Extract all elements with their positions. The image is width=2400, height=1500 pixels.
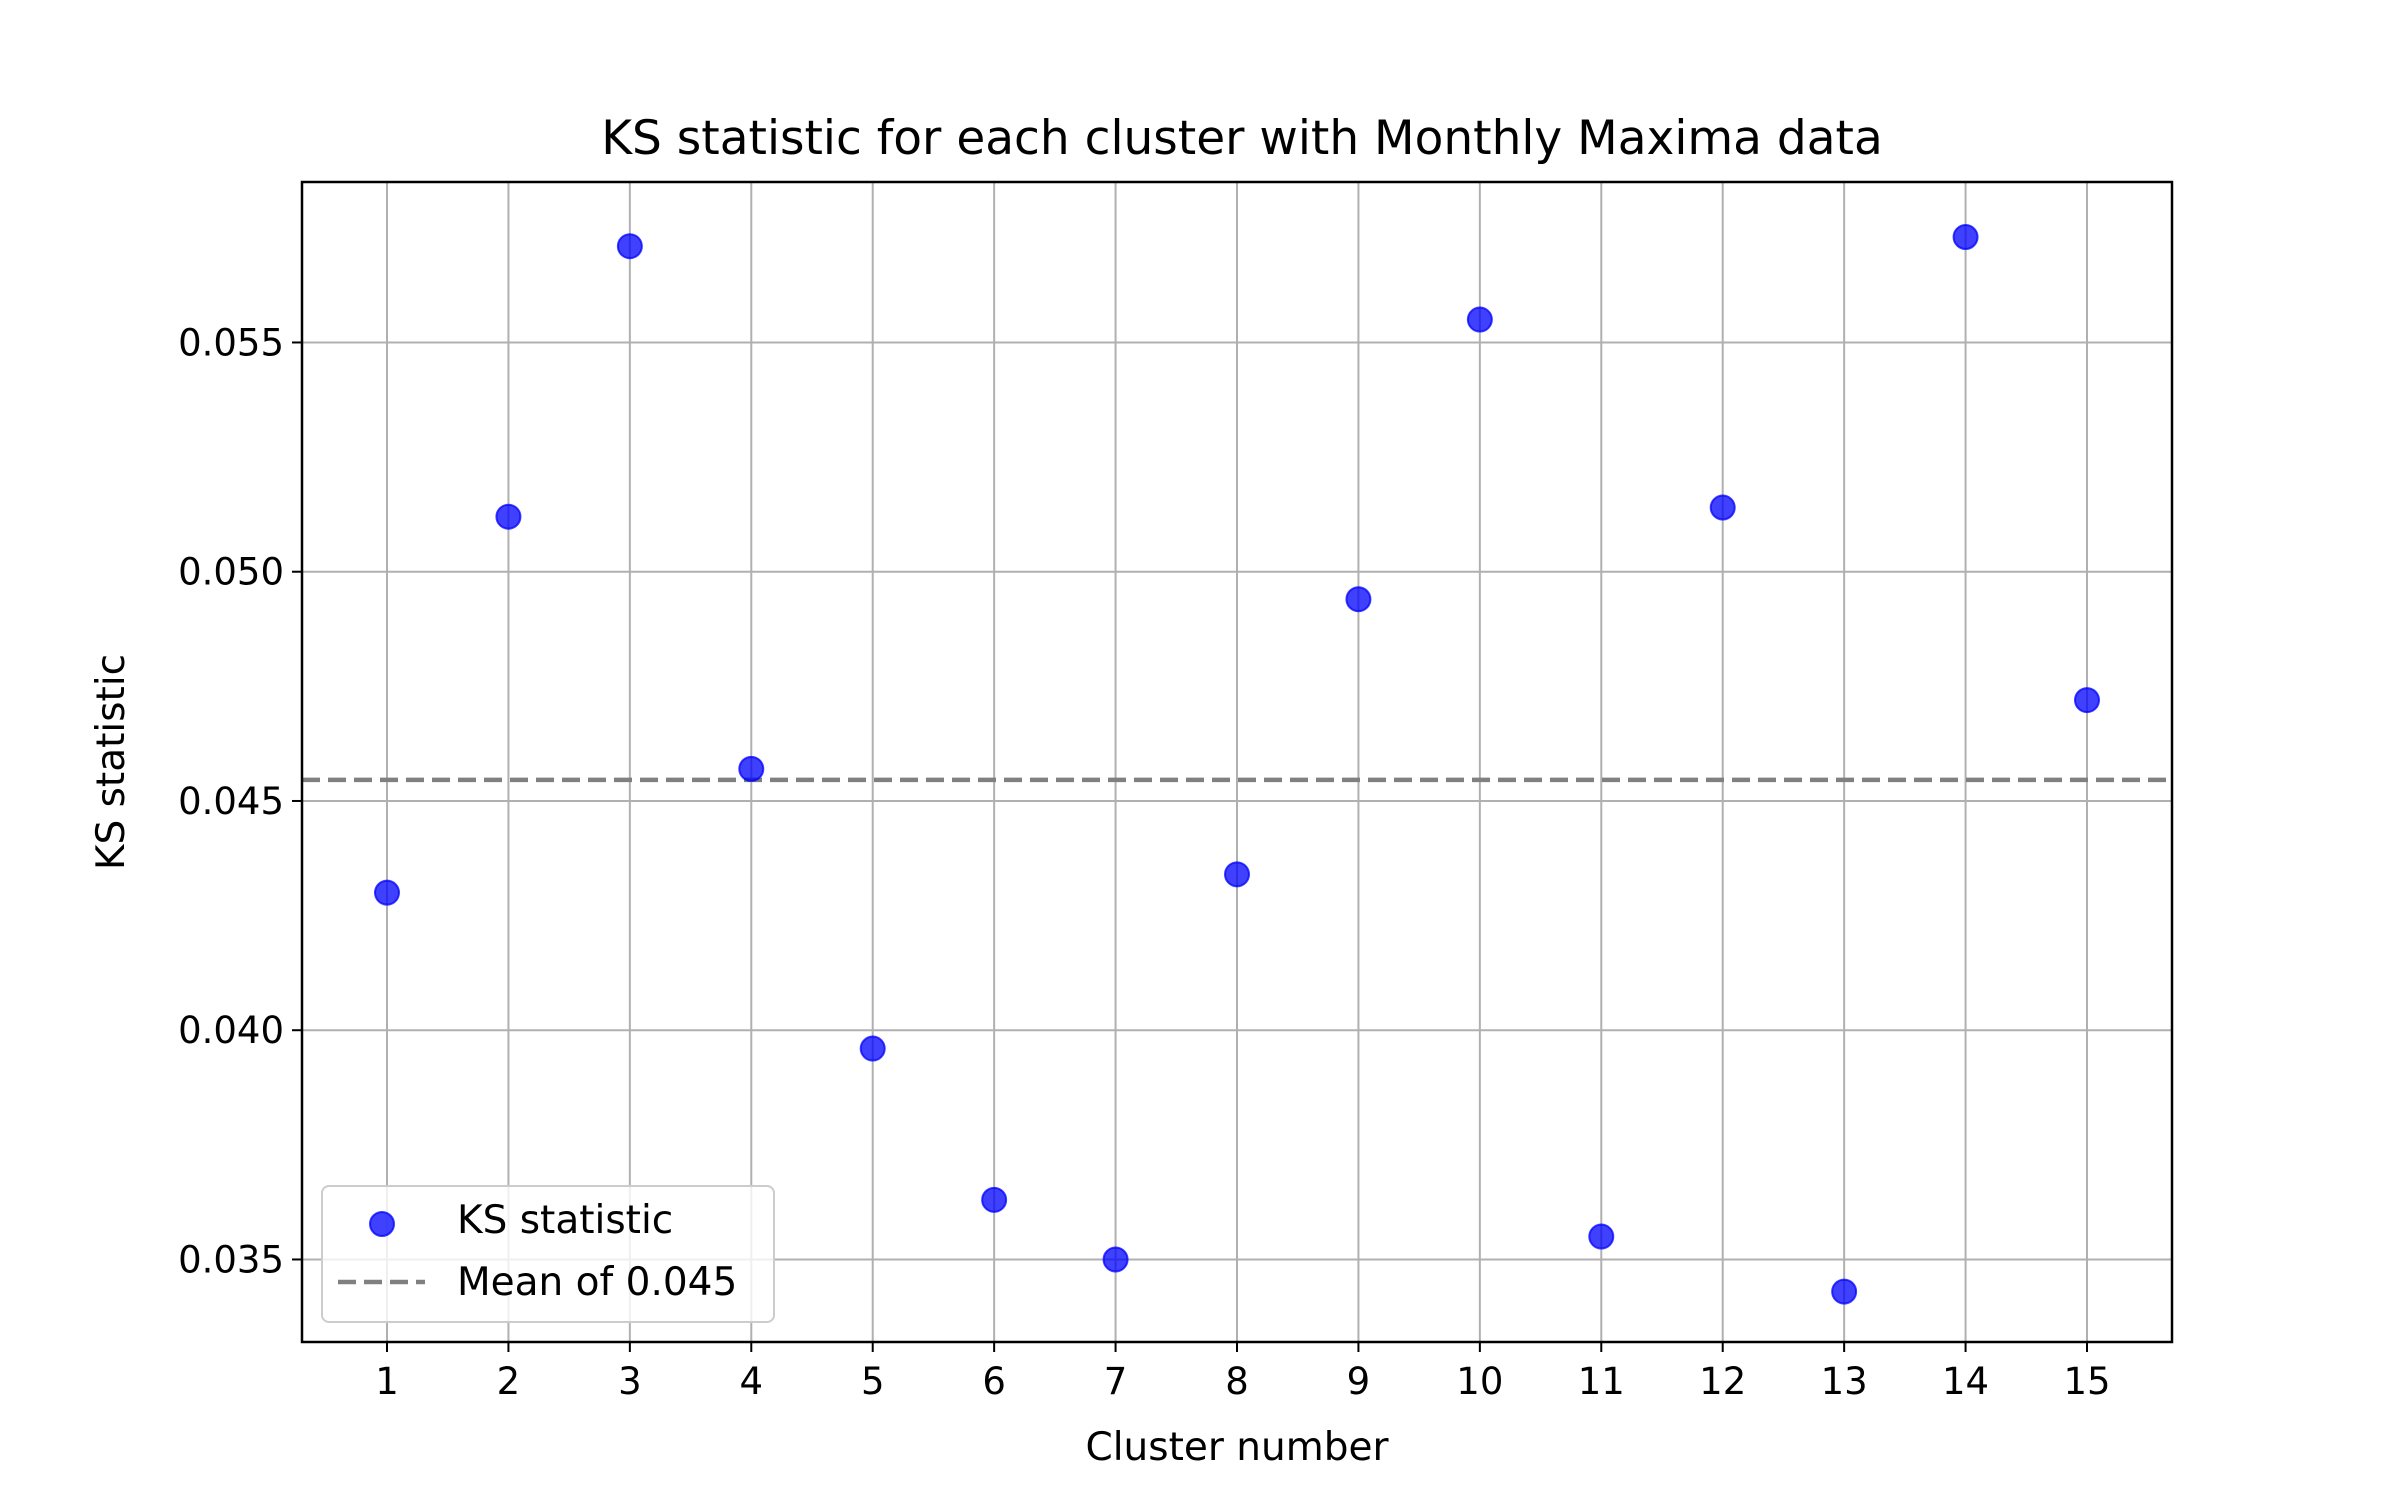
y-tick-label: 0.045 <box>178 780 284 823</box>
y-tick-label: 0.040 <box>178 1009 284 1052</box>
x-tick-label: 1 <box>375 1360 399 1403</box>
x-tick-label: 15 <box>2063 1360 2110 1403</box>
legend-marker-ks-statistic <box>369 1211 395 1237</box>
scatter-point <box>1466 306 1493 333</box>
x-tick-label: 4 <box>740 1360 764 1403</box>
legend-box <box>321 1185 775 1323</box>
x-tick-label: 9 <box>1347 1360 1371 1403</box>
scatter-point <box>2074 687 2100 714</box>
scatter-point <box>495 503 522 530</box>
x-tick-label: 12 <box>1699 1360 1746 1403</box>
scatter-point <box>374 879 400 906</box>
legend: KS statistic Mean of 0.045 <box>321 1185 775 1323</box>
x-tick-label: 6 <box>982 1360 1006 1403</box>
x-axis-ticks: 1 2 3 4 5 6 7 8 9 10 11 12 13 14 15 <box>375 1342 2111 1403</box>
x-tick-label: 13 <box>1821 1360 1868 1403</box>
grid <box>302 182 2172 1342</box>
scatter-point <box>1102 1246 1129 1273</box>
x-tick-label: 8 <box>1225 1360 1249 1403</box>
x-tick-label: 14 <box>1942 1360 1989 1403</box>
x-axis-label: Cluster number <box>1085 1425 1389 1470</box>
x-tick-label: 10 <box>1456 1360 1503 1403</box>
x-tick-label: 11 <box>1578 1360 1625 1403</box>
scatter-points <box>374 224 2100 1305</box>
y-tick-label: 0.050 <box>178 551 284 594</box>
scatter-point <box>981 1186 1008 1213</box>
x-tick-label: 5 <box>861 1360 885 1403</box>
x-tick-label: 2 <box>497 1360 521 1403</box>
y-tick-label: 0.035 <box>178 1238 284 1281</box>
scatter-point <box>616 233 643 260</box>
scatter-point <box>1345 586 1372 613</box>
y-tick-label: 0.055 <box>178 321 284 364</box>
chart-title: KS statistic for each cluster with Month… <box>601 111 1883 166</box>
scatter-point <box>859 1035 886 1062</box>
legend-label-ks-statistic: KS statistic <box>457 1198 673 1243</box>
scatter-point <box>1588 1223 1615 1250</box>
y-axis-ticks: 0.035 0.040 0.045 0.050 0.055 <box>178 321 302 1281</box>
x-tick-label: 3 <box>618 1360 642 1403</box>
scatter-point <box>738 755 765 782</box>
y-axis-label: KS statistic <box>89 654 134 870</box>
scatter-point <box>1831 1278 1858 1305</box>
scatter-point <box>1709 494 1736 521</box>
x-tick-label: 7 <box>1104 1360 1128 1403</box>
legend-label-mean: Mean of 0.045 <box>457 1260 737 1305</box>
scatter-point <box>1952 224 1979 251</box>
scatter-point <box>1224 861 1250 888</box>
